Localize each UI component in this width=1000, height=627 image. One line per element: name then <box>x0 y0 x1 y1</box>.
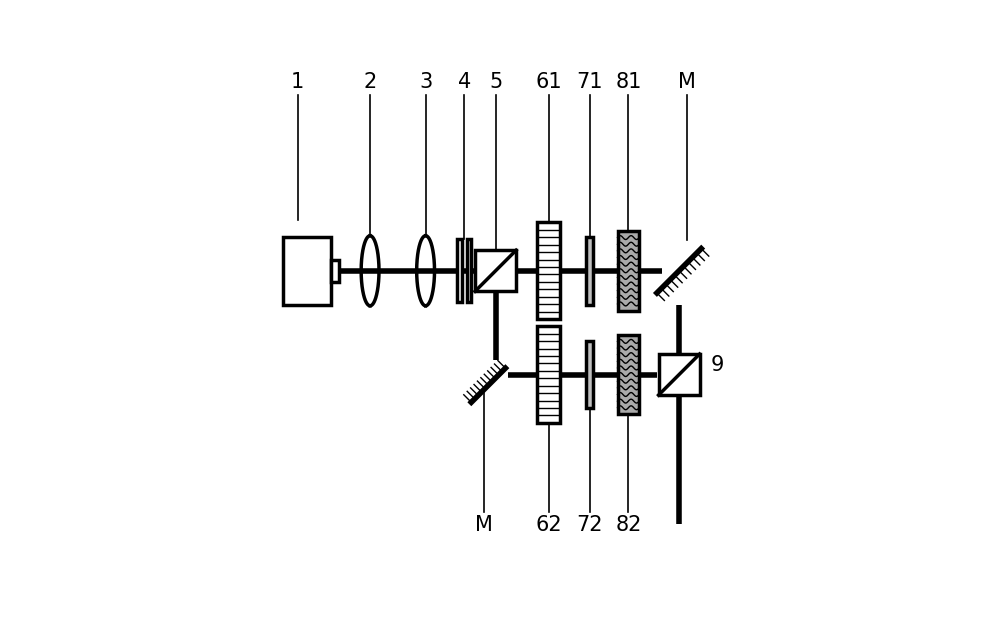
Text: 61: 61 <box>535 72 562 92</box>
Text: 71: 71 <box>576 72 603 92</box>
Bar <box>467 240 471 302</box>
Bar <box>331 260 339 282</box>
Text: 82: 82 <box>615 515 642 535</box>
Bar <box>659 354 700 395</box>
Bar <box>618 231 639 310</box>
Text: 62: 62 <box>535 515 562 535</box>
Text: 72: 72 <box>576 515 603 535</box>
Bar <box>283 237 331 305</box>
Text: 2: 2 <box>363 72 377 92</box>
Bar <box>475 250 516 292</box>
Text: M: M <box>475 515 492 535</box>
Bar <box>457 240 462 302</box>
Text: 1: 1 <box>291 72 304 92</box>
Bar <box>586 237 593 305</box>
Text: 81: 81 <box>615 72 642 92</box>
Bar <box>586 341 593 408</box>
Text: M: M <box>678 72 696 92</box>
Bar <box>537 326 560 423</box>
Text: 5: 5 <box>489 72 502 92</box>
Text: 4: 4 <box>458 72 471 92</box>
Bar <box>618 335 639 414</box>
Text: 9: 9 <box>710 355 724 375</box>
Bar <box>537 223 560 319</box>
Text: 3: 3 <box>419 72 432 92</box>
